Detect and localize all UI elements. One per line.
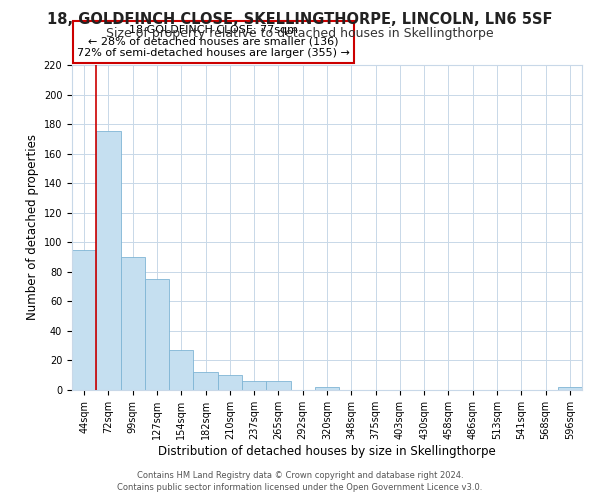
Bar bbox=[242, 381, 266, 390]
Bar bbox=[72, 250, 96, 390]
Bar bbox=[193, 372, 218, 390]
Text: Contains HM Land Registry data © Crown copyright and database right 2024.
Contai: Contains HM Land Registry data © Crown c… bbox=[118, 471, 482, 492]
Text: 18, GOLDFINCH CLOSE, SKELLINGTHORPE, LINCOLN, LN6 5SF: 18, GOLDFINCH CLOSE, SKELLINGTHORPE, LIN… bbox=[47, 12, 553, 28]
Bar bbox=[145, 279, 169, 390]
Bar bbox=[315, 387, 339, 390]
Bar bbox=[266, 381, 290, 390]
Bar bbox=[96, 132, 121, 390]
Bar bbox=[558, 387, 582, 390]
Y-axis label: Number of detached properties: Number of detached properties bbox=[26, 134, 40, 320]
Text: Size of property relative to detached houses in Skellingthorpe: Size of property relative to detached ho… bbox=[106, 28, 494, 40]
Bar bbox=[218, 375, 242, 390]
X-axis label: Distribution of detached houses by size in Skellingthorpe: Distribution of detached houses by size … bbox=[158, 444, 496, 458]
Text: 18 GOLDFINCH CLOSE: 77sqm
← 28% of detached houses are smaller (136)
72% of semi: 18 GOLDFINCH CLOSE: 77sqm ← 28% of detac… bbox=[77, 26, 350, 58]
Bar bbox=[169, 350, 193, 390]
Bar bbox=[121, 257, 145, 390]
